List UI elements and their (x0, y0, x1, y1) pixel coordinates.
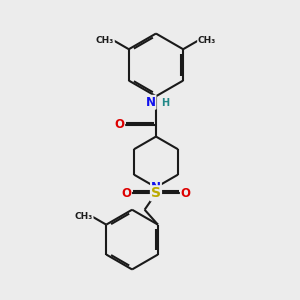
Text: CH₃: CH₃ (74, 212, 93, 221)
Text: O: O (121, 187, 131, 200)
Text: N: N (151, 181, 161, 194)
Text: N: N (146, 96, 156, 109)
Text: O: O (181, 187, 191, 200)
Text: O: O (114, 118, 124, 131)
Text: CH₃: CH₃ (198, 36, 216, 45)
Text: CH₃: CH₃ (96, 36, 114, 45)
Text: S: S (151, 186, 161, 200)
Text: H: H (161, 98, 169, 108)
